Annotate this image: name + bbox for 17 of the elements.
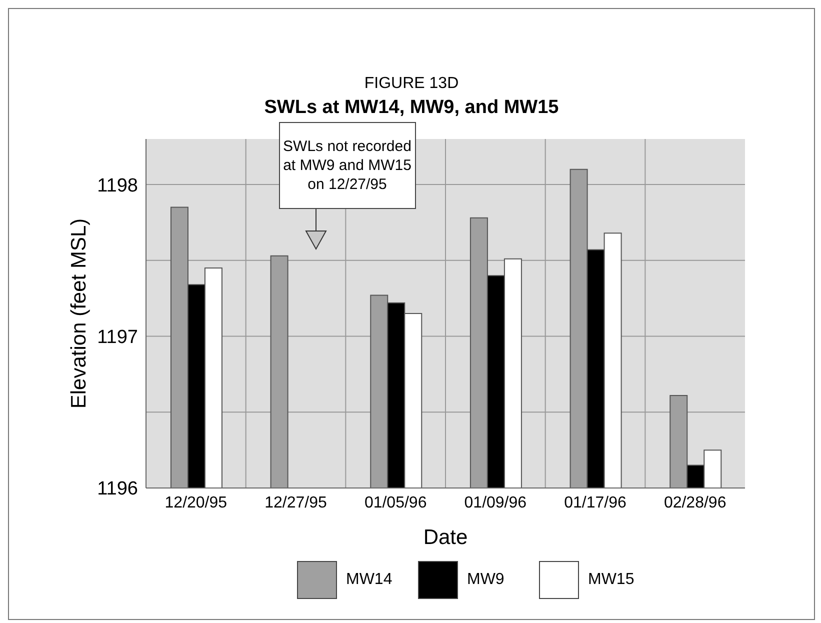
chart-title: FIGURE 13D: [363, 75, 460, 93]
x-tick-label: 12/20/95: [164, 494, 228, 512]
annotation: SWLs not recorded at MW9 and MW15 on 12/27/95: [278, 122, 416, 209]
chart-subtitle: SWLs at MW14, MW9, and MW15: [263, 97, 560, 119]
x-tick-label: 01/17/96: [564, 494, 626, 512]
y-tick-label: 1197: [97, 327, 138, 348]
legend-label: MW14: [346, 571, 394, 589]
legend-label: MW15: [588, 571, 636, 589]
x-tick-label: 12/27/95: [264, 494, 327, 512]
legend-label: MW9: [467, 571, 506, 589]
x-axis-title: Date: [423, 526, 468, 549]
y-tick-label: 1198: [97, 175, 138, 196]
y-axis-title: Elevation (feet MSL): [67, 218, 90, 409]
x-tick-label: 01/05/96: [364, 494, 427, 512]
x-tick-label: 02/28/96: [664, 494, 726, 512]
y-tick-label: 1196: [97, 478, 138, 500]
x-tick-label: 01/09/96: [464, 494, 527, 512]
